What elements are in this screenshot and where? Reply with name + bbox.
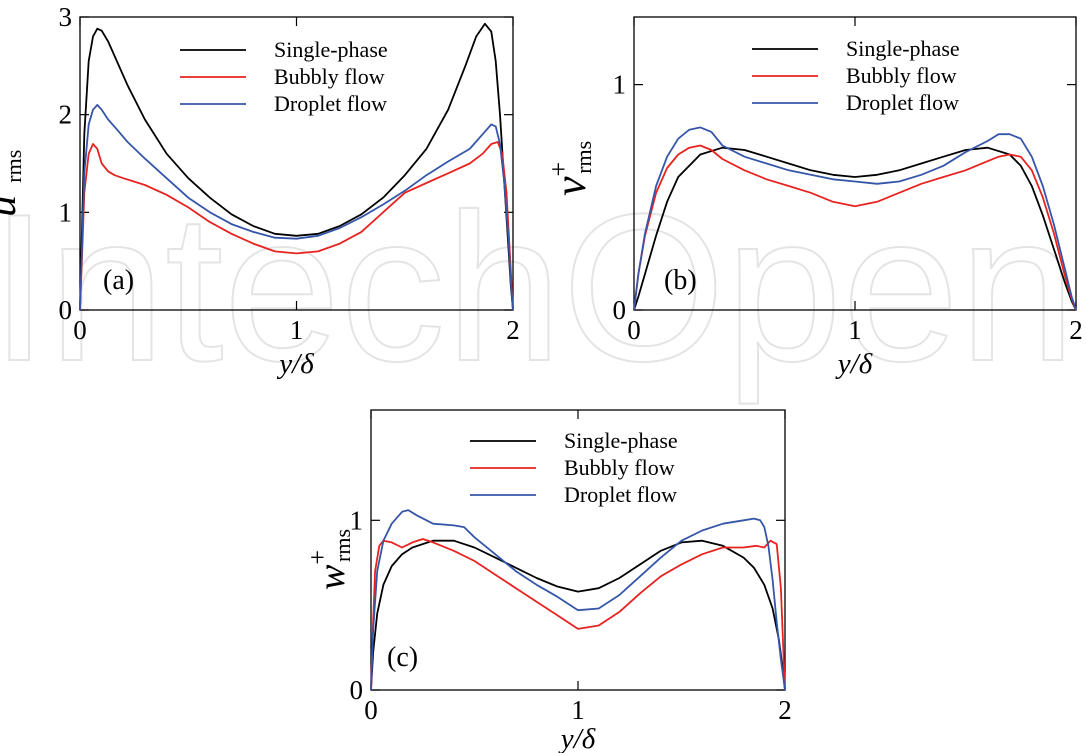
x-axis-label: y/δ — [276, 348, 314, 380]
y-tick-label: 0 — [59, 295, 73, 325]
y-tick-label: 1 — [350, 505, 364, 535]
panel-label: (b) — [664, 265, 697, 296]
y-axis-label: u′+rms — [0, 150, 26, 217]
x-tick-label: 2 — [778, 695, 792, 725]
panel-label: (a) — [103, 265, 134, 296]
legend-label: Single-phase — [564, 428, 678, 453]
series-line-droplet-flow — [633, 126, 1077, 311]
y-tick-label: 1 — [59, 197, 73, 227]
series-line-bubbly-flow — [79, 141, 514, 311]
series-line-bubbly-flow — [633, 144, 1077, 311]
x-tick-label: 0 — [627, 315, 641, 345]
x-tick-label: 0 — [73, 315, 87, 345]
y-tick-label: 0 — [350, 675, 364, 705]
x-tick-label: 1 — [571, 695, 585, 725]
series-line-droplet-flow — [370, 509, 786, 691]
x-tick-label: 1 — [848, 315, 862, 345]
x-tick-label: 1 — [290, 315, 304, 345]
legend-label: Bubbly flow — [564, 455, 675, 480]
series-line-droplet-flow — [79, 104, 514, 311]
y-tick-label: 1 — [613, 70, 627, 100]
x-axis-label: y/δ — [835, 348, 873, 380]
y-axis-label: w+rms — [303, 529, 355, 590]
x-tick-label: 0 — [364, 695, 378, 725]
legend-label: Single-phase — [274, 37, 388, 62]
y-tick-label: 2 — [59, 100, 73, 130]
legend-label: Bubbly flow — [846, 63, 957, 88]
legend-label: Droplet flow — [846, 90, 959, 115]
x-tick-label: 2 — [1069, 315, 1083, 345]
legend-label: Droplet flow — [564, 482, 677, 507]
panel-label: (c) — [387, 642, 418, 673]
x-axis-label: y/δ — [558, 723, 596, 753]
legend-label: Single-phase — [846, 36, 960, 61]
y-tick-label: 0 — [613, 295, 627, 325]
y-axis-label: v+rms — [544, 141, 596, 196]
legend-label: Bubbly flow — [274, 64, 385, 89]
series-line-single-phase — [633, 146, 1077, 311]
x-tick-label: 2 — [506, 315, 520, 345]
y-tick-label: 3 — [59, 2, 73, 32]
series-line-single-phase — [79, 22, 514, 311]
legend-label: Droplet flow — [274, 91, 387, 116]
series-line-bubbly-flow — [370, 538, 786, 691]
watermark-text: IntechOpen — [0, 170, 1076, 405]
series-line-single-phase — [370, 539, 786, 691]
